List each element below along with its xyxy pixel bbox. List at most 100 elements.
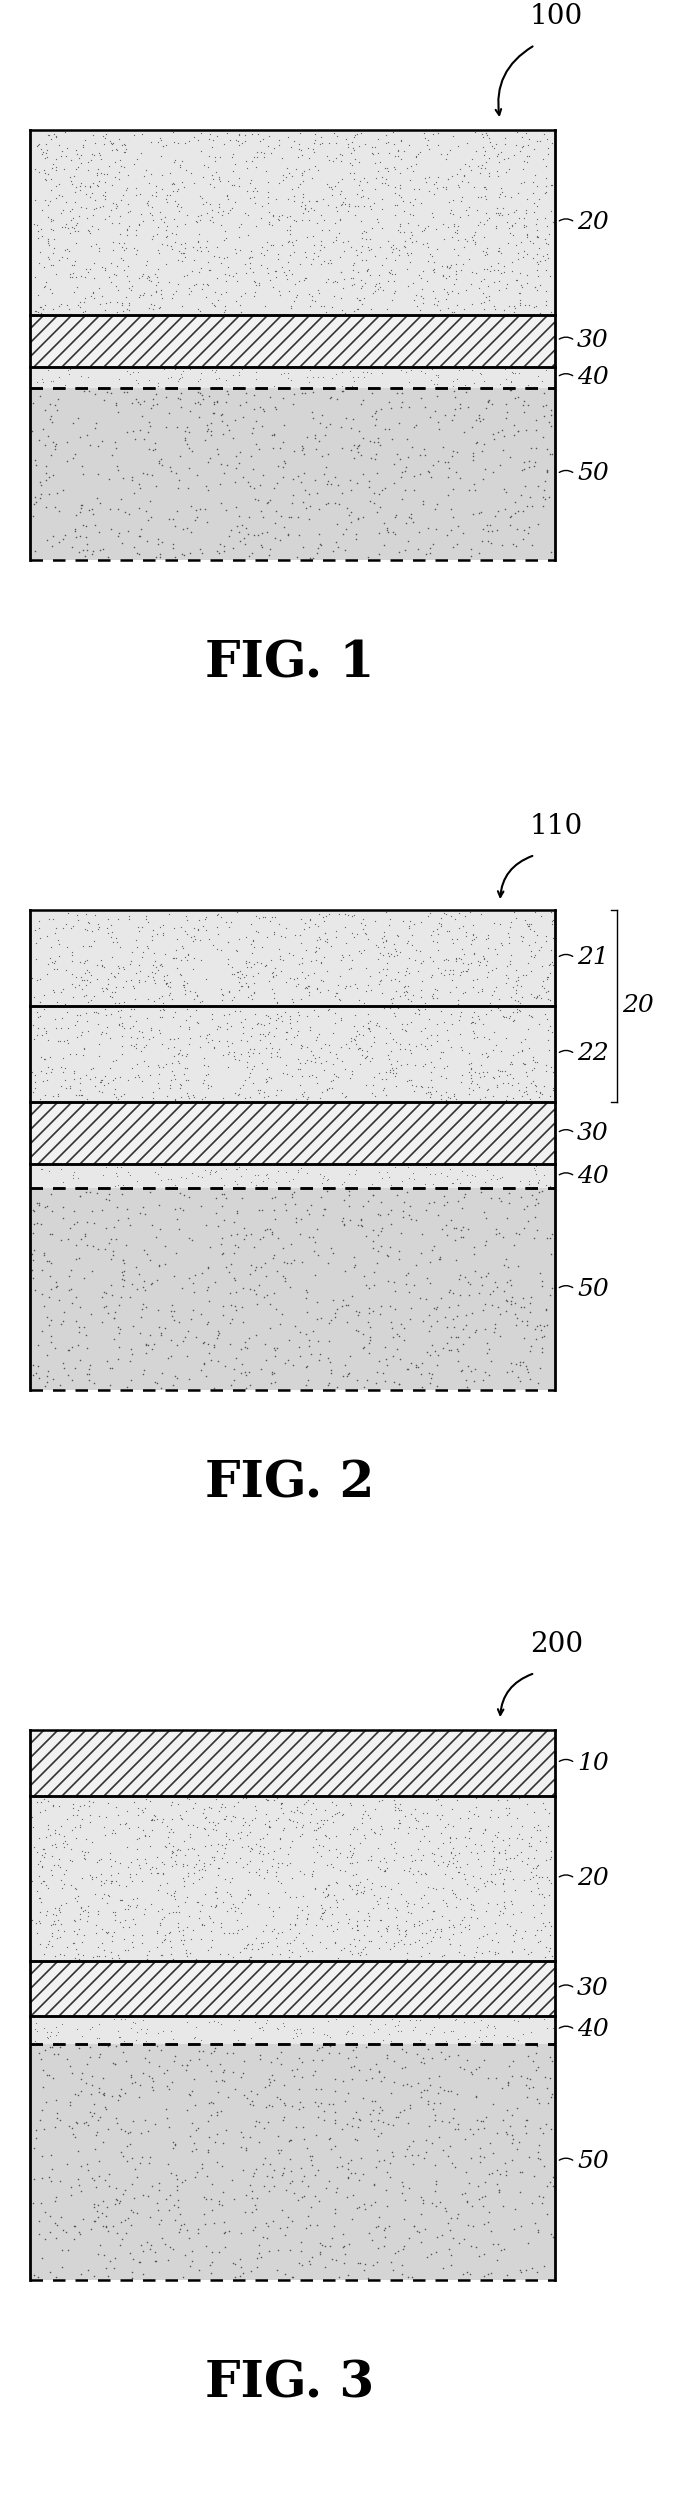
- Point: [38, 2066, 49, 2106]
- Point: [378, 925, 390, 965]
- Point: [214, 1848, 225, 1888]
- Point: [507, 523, 518, 563]
- Point: [78, 1916, 89, 1956]
- Point: [319, 200, 330, 240]
- Point: [526, 930, 537, 970]
- Point: [197, 1253, 208, 1293]
- Point: [313, 893, 324, 933]
- Point: [384, 2158, 395, 2198]
- Point: [350, 515, 361, 555]
- Point: [223, 908, 234, 948]
- Point: [298, 1783, 309, 1823]
- Point: [353, 1921, 365, 1961]
- Point: [344, 1843, 355, 1883]
- Point: [173, 460, 184, 500]
- Point: [90, 2128, 101, 2168]
- Point: [297, 200, 308, 240]
- Point: [207, 2083, 218, 2123]
- Point: [414, 133, 425, 173]
- Point: [146, 175, 158, 215]
- Point: [219, 1798, 230, 1838]
- Point: [389, 255, 400, 295]
- Point: [56, 998, 67, 1038]
- Point: [460, 915, 471, 955]
- Point: [157, 523, 168, 563]
- Point: [317, 1893, 328, 1933]
- Point: [199, 1808, 210, 1848]
- Point: [511, 1306, 522, 1346]
- Point: [231, 893, 243, 933]
- Point: [231, 1150, 243, 1190]
- Point: [486, 385, 497, 425]
- Point: [122, 1791, 133, 1831]
- Point: [126, 1048, 137, 1088]
- Point: [181, 1933, 192, 1973]
- Point: [247, 2211, 259, 2251]
- Point: [93, 230, 105, 270]
- Point: [156, 155, 167, 195]
- Point: [55, 1933, 66, 1973]
- Point: [176, 288, 187, 328]
- Point: [268, 195, 279, 235]
- Point: [464, 1808, 475, 1848]
- Point: [378, 935, 389, 975]
- Point: [47, 525, 58, 565]
- Point: [479, 175, 490, 215]
- Point: [247, 533, 258, 573]
- Point: [306, 1931, 317, 1971]
- Point: [291, 1791, 302, 1831]
- Point: [109, 1813, 121, 1853]
- Point: [169, 1873, 180, 1913]
- Point: [30, 2021, 41, 2061]
- Point: [80, 2103, 91, 2143]
- Point: [116, 2218, 128, 2258]
- Point: [197, 1886, 208, 1926]
- Point: [187, 2231, 198, 2271]
- Text: 110: 110: [530, 813, 583, 840]
- Point: [144, 2041, 155, 2081]
- Point: [519, 1043, 530, 1083]
- Point: [106, 1856, 117, 1896]
- Point: [450, 453, 461, 493]
- Point: [199, 1798, 210, 1838]
- Point: [433, 158, 444, 198]
- Point: [216, 1838, 227, 1878]
- Point: [448, 265, 459, 305]
- Point: [243, 215, 254, 255]
- Point: [485, 1178, 496, 1218]
- Point: [397, 480, 408, 520]
- Point: [519, 2106, 530, 2146]
- Point: [406, 1033, 417, 1073]
- Point: [224, 1323, 235, 1363]
- Point: [93, 208, 104, 248]
- Point: [467, 1003, 478, 1043]
- Point: [316, 2083, 327, 2123]
- Point: [189, 500, 200, 540]
- Point: [534, 180, 545, 220]
- Point: [216, 400, 227, 440]
- Point: [153, 2203, 164, 2243]
- Point: [46, 200, 57, 240]
- Point: [300, 190, 311, 230]
- Point: [90, 1058, 101, 1098]
- Point: [327, 175, 338, 215]
- Point: [479, 168, 490, 208]
- Point: [95, 2096, 106, 2136]
- Point: [62, 1823, 73, 1863]
- Point: [52, 1918, 63, 1958]
- Point: [183, 1060, 194, 1100]
- Point: [365, 1308, 376, 1348]
- Point: [78, 370, 89, 410]
- Point: [229, 990, 240, 1030]
- Point: [50, 2016, 61, 2056]
- Bar: [30, 1731, 555, 1796]
- Point: [320, 1791, 331, 1831]
- Point: [341, 965, 352, 1005]
- Point: [406, 1893, 417, 1933]
- Point: [203, 1816, 214, 1856]
- Point: [323, 168, 335, 208]
- Point: [160, 1826, 171, 1866]
- Point: [426, 958, 437, 998]
- Point: [505, 370, 516, 410]
- Point: [521, 1301, 533, 1341]
